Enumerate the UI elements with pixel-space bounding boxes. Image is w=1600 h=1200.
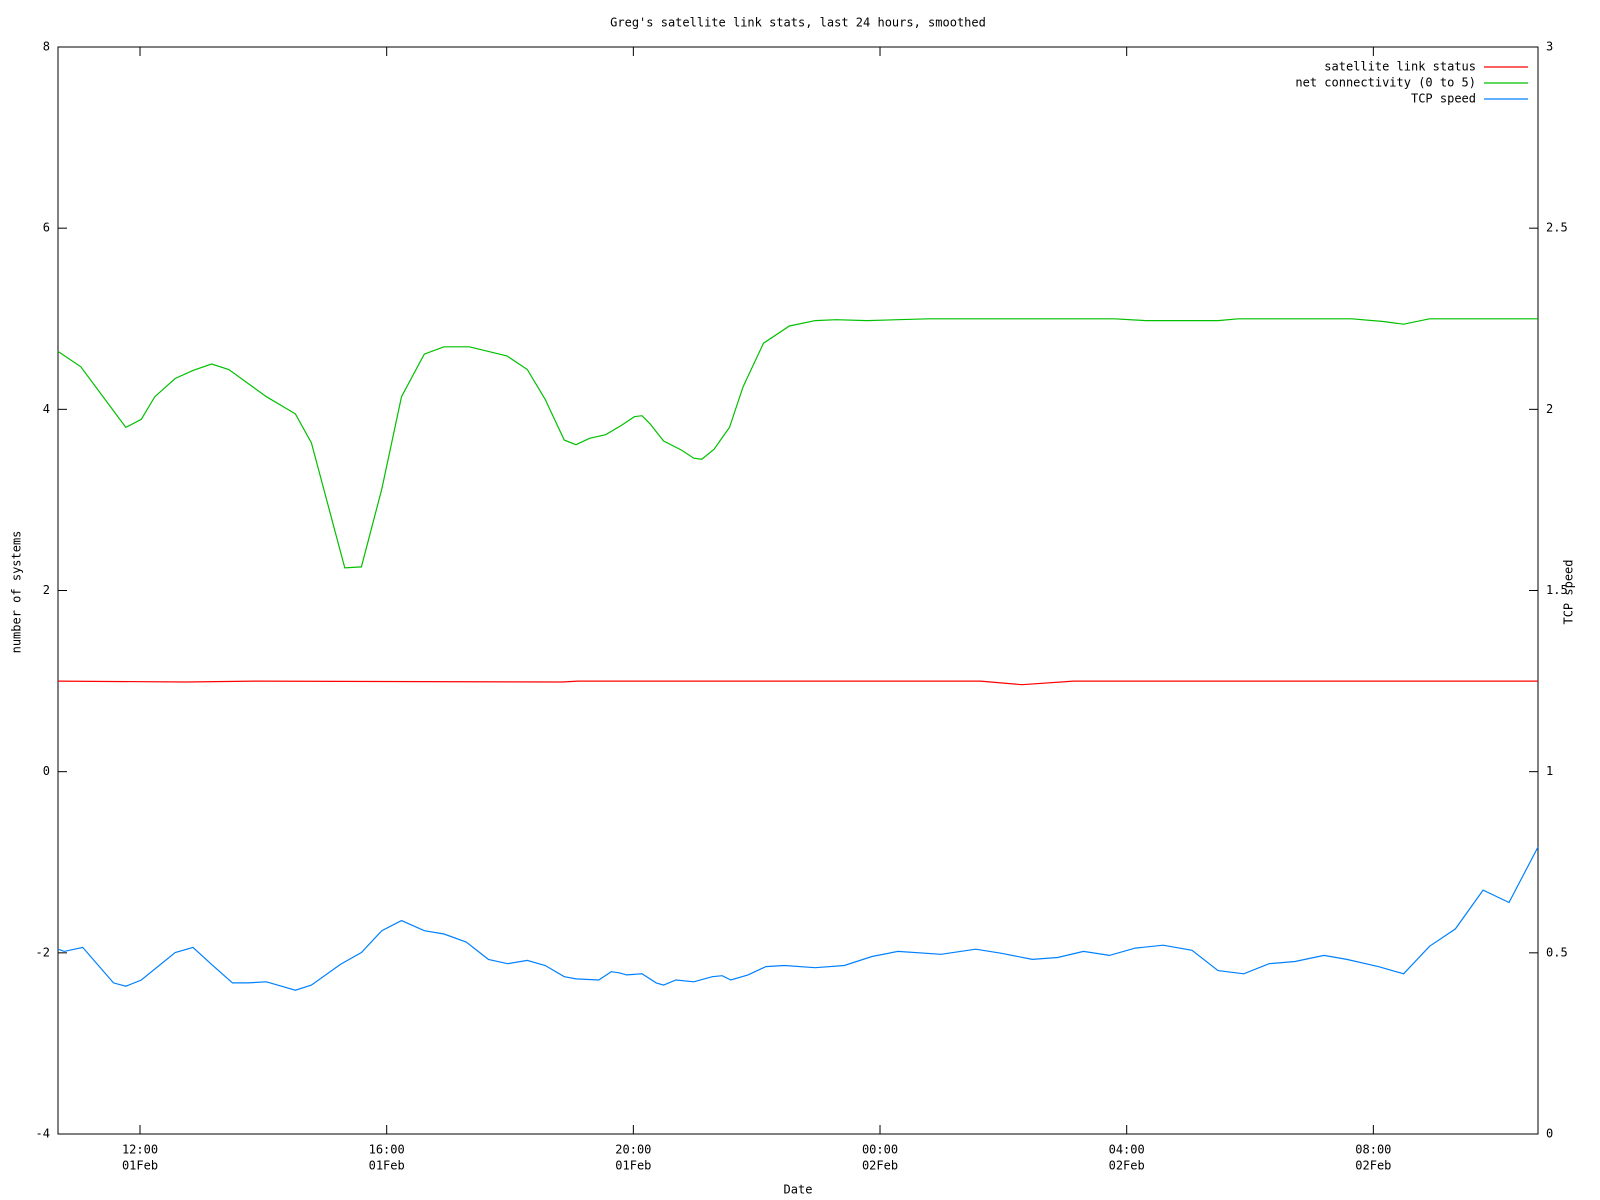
x-tick-label: 04:00 (1109, 1143, 1145, 1157)
y-tick-label: -2 (36, 945, 50, 959)
y2-tick-label: 0 (1546, 1127, 1553, 1141)
x-tick-date: 01Feb (615, 1159, 651, 1173)
y-axis-label: number of systems (10, 531, 24, 654)
y2-tick-label: 1.5 (1546, 583, 1568, 597)
x-tick-label: 08:00 (1355, 1143, 1391, 1157)
legend-label: satellite link status (1324, 60, 1476, 74)
x-tick-date: 02Feb (862, 1159, 898, 1173)
y2-tick-label: 0.5 (1546, 945, 1568, 959)
y2-tick-label: 2.5 (1546, 221, 1568, 235)
y-tick-label: 8 (43, 40, 50, 54)
series-line (57, 680, 1538, 686)
x-tick-date: 01Feb (369, 1159, 405, 1173)
x-tick-label: 12:00 (122, 1143, 158, 1157)
y2-axis-label: TCP speed (1562, 559, 1576, 624)
series-line (57, 318, 1538, 569)
x-tick-date: 02Feb (1109, 1159, 1145, 1173)
x-tick-date: 02Feb (1355, 1159, 1391, 1173)
x-tick-label: 16:00 (369, 1143, 405, 1157)
legend-label: net connectivity (0 to 5) (1295, 76, 1476, 90)
plot-frame (57, 46, 1539, 1135)
y2-tick-label: 3 (1546, 40, 1553, 54)
y-tick-label: 0 (43, 764, 50, 778)
y-tick-label: 6 (43, 221, 50, 235)
x-tick-label: 20:00 (615, 1143, 651, 1157)
y2-tick-label: 2 (1546, 402, 1553, 416)
x-tick-date: 01Feb (122, 1159, 158, 1173)
x-axis-label: Date (784, 1183, 813, 1197)
y-tick-label: 2 (43, 583, 50, 597)
y-tick-label: 4 (43, 402, 50, 416)
chart-title: Greg's satellite link stats, last 24 hou… (610, 16, 986, 30)
series-line (57, 846, 1539, 991)
legend-label: TCP speed (1411, 92, 1476, 106)
y-tick-label: -4 (36, 1127, 50, 1141)
x-tick-label: 00:00 (862, 1143, 898, 1157)
y2-tick-label: 1 (1546, 764, 1553, 778)
